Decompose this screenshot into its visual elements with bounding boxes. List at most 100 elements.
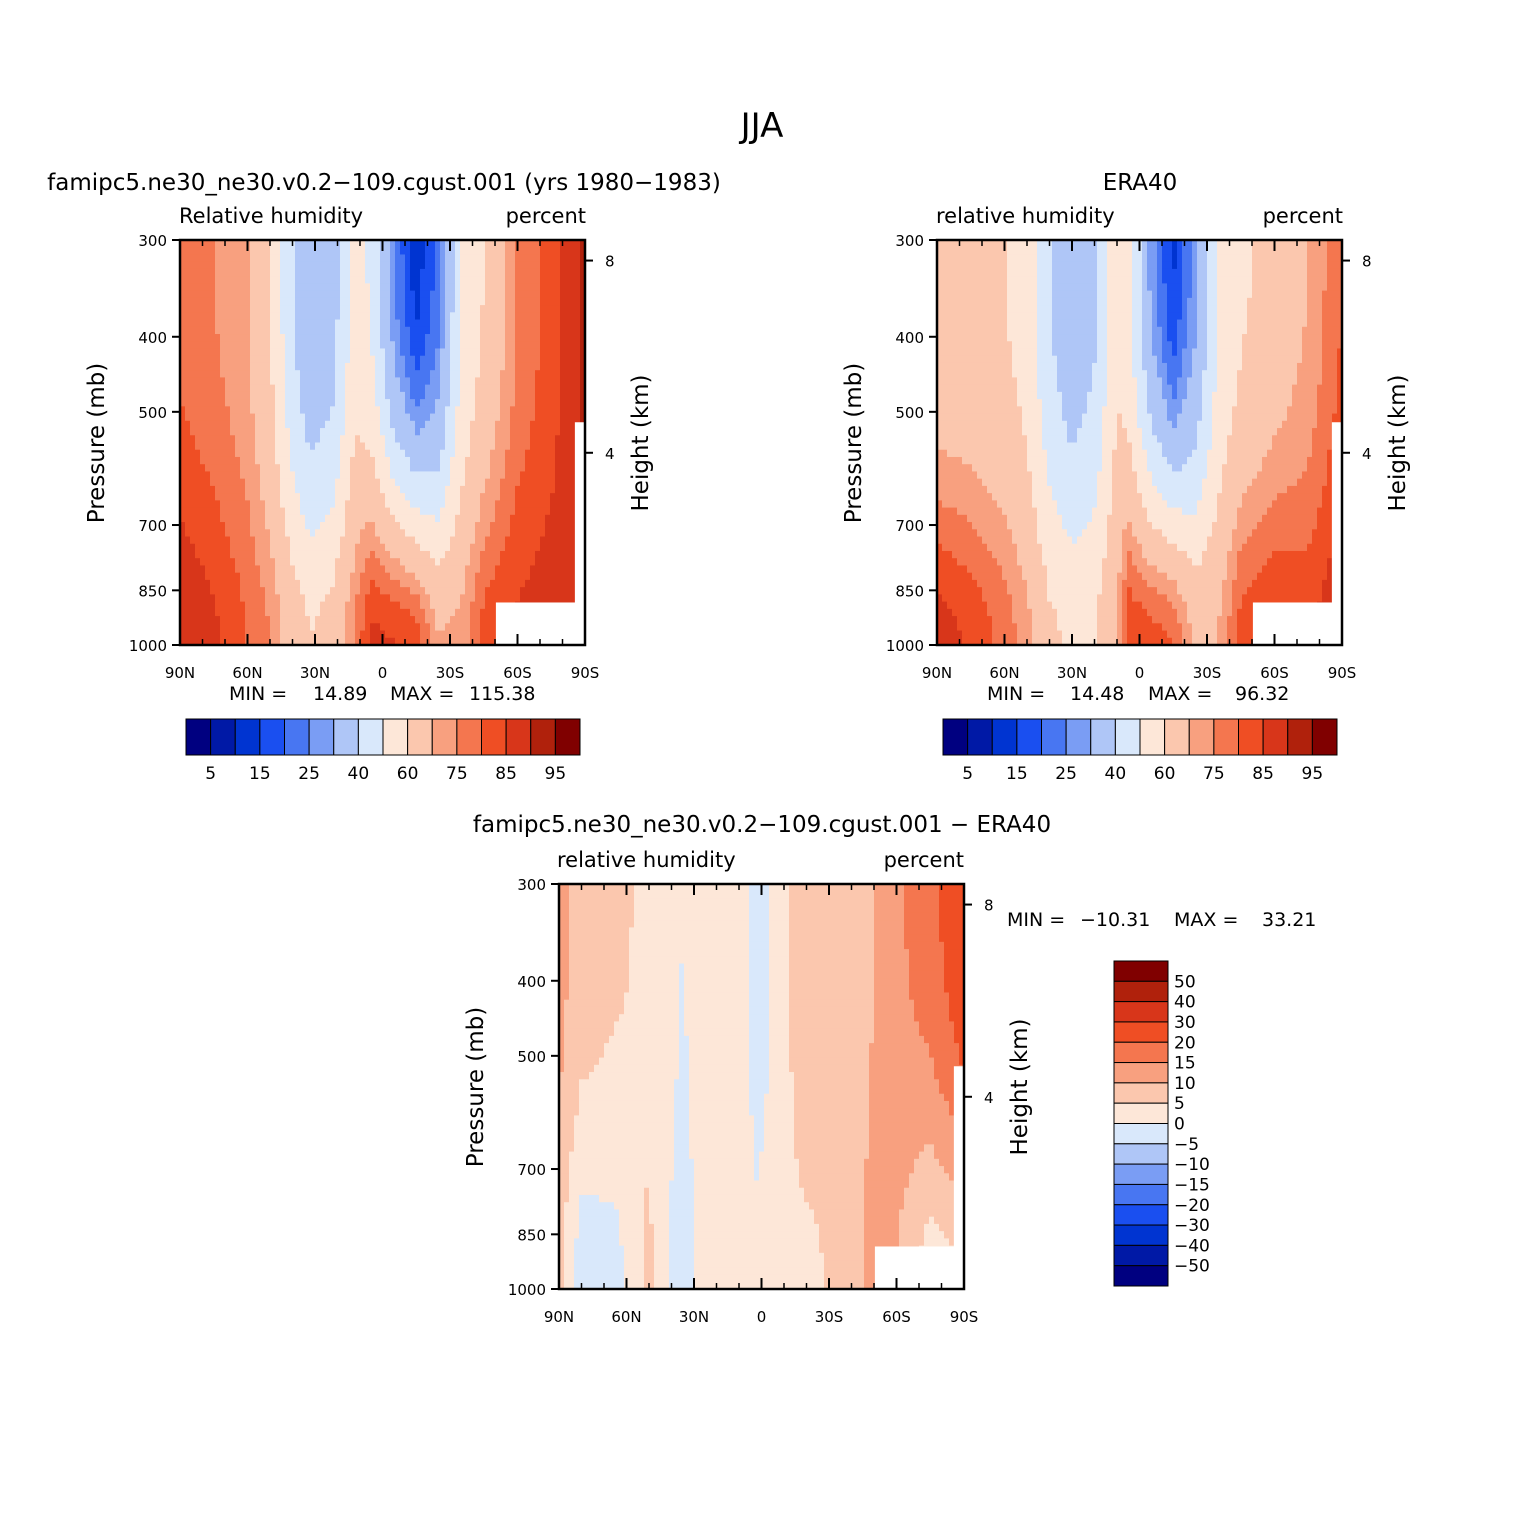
field-cell bbox=[220, 327, 226, 335]
field-cell bbox=[460, 262, 466, 270]
field-cell bbox=[205, 515, 211, 523]
field-cell bbox=[385, 508, 391, 516]
field-cell bbox=[967, 327, 973, 335]
field-cell bbox=[520, 479, 526, 487]
field-cell bbox=[315, 291, 321, 299]
field-cell bbox=[330, 385, 336, 393]
field-cell bbox=[340, 529, 346, 537]
field-cell bbox=[550, 385, 556, 393]
field-cell bbox=[300, 428, 306, 436]
field-cell bbox=[365, 269, 371, 277]
field-cell bbox=[305, 283, 311, 291]
y-tick-label: 1000 bbox=[129, 637, 167, 655]
field-cell bbox=[210, 276, 216, 284]
field-cell bbox=[515, 363, 521, 371]
field-cell bbox=[250, 602, 256, 610]
field-cell bbox=[260, 443, 266, 451]
field-cell bbox=[245, 276, 251, 284]
field-cell bbox=[335, 392, 341, 400]
field-cell bbox=[285, 594, 291, 602]
field-cell bbox=[310, 493, 316, 501]
field-cell bbox=[380, 414, 386, 422]
field-cell bbox=[275, 443, 281, 451]
field-cell bbox=[375, 356, 381, 364]
field-cell bbox=[957, 515, 963, 523]
field-cell bbox=[410, 305, 416, 313]
field-cell bbox=[215, 616, 221, 624]
field-cell bbox=[310, 551, 316, 559]
field-cell bbox=[195, 515, 201, 523]
field-cell bbox=[947, 312, 953, 320]
field-cell bbox=[385, 616, 391, 624]
field-cell bbox=[962, 341, 968, 349]
field-cell bbox=[425, 435, 431, 443]
field-cell bbox=[270, 594, 276, 602]
field-cell bbox=[200, 457, 206, 465]
field-cell bbox=[425, 443, 431, 451]
field-cell bbox=[947, 269, 953, 277]
field-cell bbox=[265, 457, 271, 465]
field-cell bbox=[952, 327, 958, 335]
field-cell bbox=[285, 283, 291, 291]
field-cell bbox=[490, 291, 496, 299]
field-cell bbox=[400, 551, 406, 559]
field-cell bbox=[942, 385, 948, 393]
field-cell bbox=[485, 602, 491, 610]
field-cell bbox=[240, 320, 246, 328]
field-cell bbox=[400, 486, 406, 494]
field-cell bbox=[530, 291, 536, 299]
field-cell bbox=[505, 471, 511, 479]
field-cell bbox=[260, 399, 266, 407]
field-cell bbox=[395, 269, 401, 277]
field-cell bbox=[440, 356, 446, 364]
field-cell bbox=[340, 515, 346, 523]
field-cell bbox=[310, 399, 316, 407]
field-cell bbox=[942, 623, 948, 631]
field-cell bbox=[520, 262, 526, 270]
field-cell bbox=[455, 320, 461, 328]
field-cell bbox=[465, 522, 471, 530]
field-cell bbox=[230, 370, 236, 378]
field-cell bbox=[280, 623, 286, 631]
field-cell bbox=[435, 616, 441, 624]
field-cell bbox=[255, 602, 261, 610]
field-cell bbox=[560, 320, 566, 328]
field-cell bbox=[310, 522, 316, 530]
field-cell bbox=[265, 276, 271, 284]
field-cell bbox=[380, 298, 386, 306]
field-cell bbox=[285, 262, 291, 270]
field-cell bbox=[215, 327, 221, 335]
field-cell bbox=[435, 254, 441, 262]
field-cell bbox=[350, 377, 356, 385]
field-cell bbox=[330, 594, 336, 602]
field-cell bbox=[440, 370, 446, 378]
field-cell bbox=[440, 421, 446, 429]
field-cell bbox=[525, 356, 531, 364]
field-cell bbox=[205, 544, 211, 552]
field-cell bbox=[510, 377, 516, 385]
field-cell bbox=[255, 573, 261, 581]
field-cell bbox=[295, 341, 301, 349]
field-cell bbox=[395, 631, 401, 639]
field-cell bbox=[325, 247, 331, 255]
field-cell bbox=[220, 254, 226, 262]
field-cell bbox=[235, 529, 241, 537]
field-cell bbox=[360, 392, 366, 400]
field-cell bbox=[565, 565, 571, 573]
field-cell bbox=[465, 508, 471, 516]
field-cell bbox=[575, 348, 581, 356]
field-cell bbox=[270, 428, 276, 436]
field-cell bbox=[470, 392, 476, 400]
field-cell bbox=[360, 327, 366, 335]
field-cell bbox=[962, 377, 968, 385]
field-cell bbox=[385, 493, 391, 501]
field-cell bbox=[575, 269, 581, 277]
field-cell bbox=[380, 486, 386, 494]
field-cell bbox=[235, 283, 241, 291]
field-cell bbox=[415, 414, 421, 422]
field-cell bbox=[195, 385, 201, 393]
field-cell bbox=[255, 406, 261, 414]
field-cell bbox=[465, 269, 471, 277]
field-cell bbox=[515, 305, 521, 313]
field-cell bbox=[275, 320, 281, 328]
